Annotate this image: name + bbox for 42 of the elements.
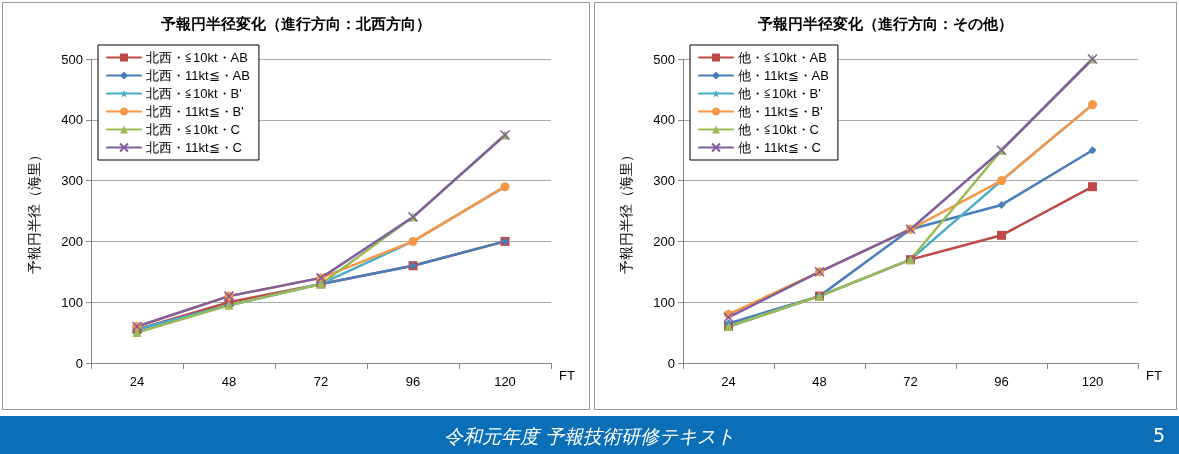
y-tick-label: 0 bbox=[667, 355, 675, 371]
x-tick-label: 120 bbox=[1081, 374, 1104, 389]
x-tick-label: 96 bbox=[994, 374, 1009, 389]
x-tick-label: 72 bbox=[313, 374, 329, 389]
y-tick-label: 300 bbox=[653, 173, 675, 189]
x-tick-label: 48 bbox=[812, 374, 827, 389]
legend-label: 他・≦10kt・C bbox=[738, 122, 819, 137]
y-tick-label: 400 bbox=[653, 112, 675, 128]
y-axis-title: 予報円半径（海里） bbox=[26, 148, 42, 274]
y-tick-label: 300 bbox=[61, 173, 83, 189]
legend-label: 北西・≦10kt・C bbox=[146, 122, 240, 137]
text: 令和元年度 予報技術研修テキスト bbox=[443, 425, 736, 447]
x-tick-label: 72 bbox=[903, 374, 918, 389]
y-tick-label: 0 bbox=[75, 355, 83, 371]
y-tick-label: 500 bbox=[61, 51, 83, 67]
legend-label: 他・11kt≦・C bbox=[738, 140, 821, 155]
legend-label: 他・11kt≦・AB bbox=[738, 68, 829, 83]
x-tick-label: 120 bbox=[494, 374, 516, 389]
x-tick-label: 48 bbox=[221, 374, 237, 389]
y-axis-title: 予報円半径（海里） bbox=[618, 148, 634, 274]
y-tick-label: 500 bbox=[653, 51, 675, 67]
chart-title: 予報円半径変化（進行方向：北西方向） bbox=[160, 15, 431, 32]
legend-label: 北西・11kt≦・AB bbox=[146, 68, 250, 83]
x-axis-title: FT bbox=[559, 368, 575, 383]
x-tick-label: 24 bbox=[721, 374, 736, 389]
x-tick-label: 96 bbox=[405, 374, 421, 389]
y-tick-label: 100 bbox=[653, 294, 675, 310]
legend-label: 他・11kt≦・B' bbox=[738, 104, 823, 119]
y-tick-label: 200 bbox=[61, 233, 83, 249]
legend-label: 北西・11kt≦・C bbox=[146, 140, 242, 155]
legend-label: 北西・≦10kt・AB bbox=[146, 50, 248, 65]
y-tick-label: 400 bbox=[61, 112, 83, 128]
legend-label: 北西・≦10kt・B' bbox=[146, 86, 242, 101]
x-axis-title: FT bbox=[1146, 368, 1162, 383]
x-tick-label: 24 bbox=[129, 374, 145, 389]
legend-label: 他・≦10kt・AB bbox=[738, 50, 827, 65]
y-tick-label: 100 bbox=[61, 294, 83, 310]
legend-label: 北西・11kt≦・B' bbox=[146, 104, 244, 119]
text: 5 bbox=[1152, 424, 1165, 446]
legend-label: 他・≦10kt・B' bbox=[738, 86, 821, 101]
chart-title: 予報円半径変化（進行方向：その他） bbox=[757, 15, 1013, 32]
y-tick-label: 200 bbox=[653, 233, 675, 249]
